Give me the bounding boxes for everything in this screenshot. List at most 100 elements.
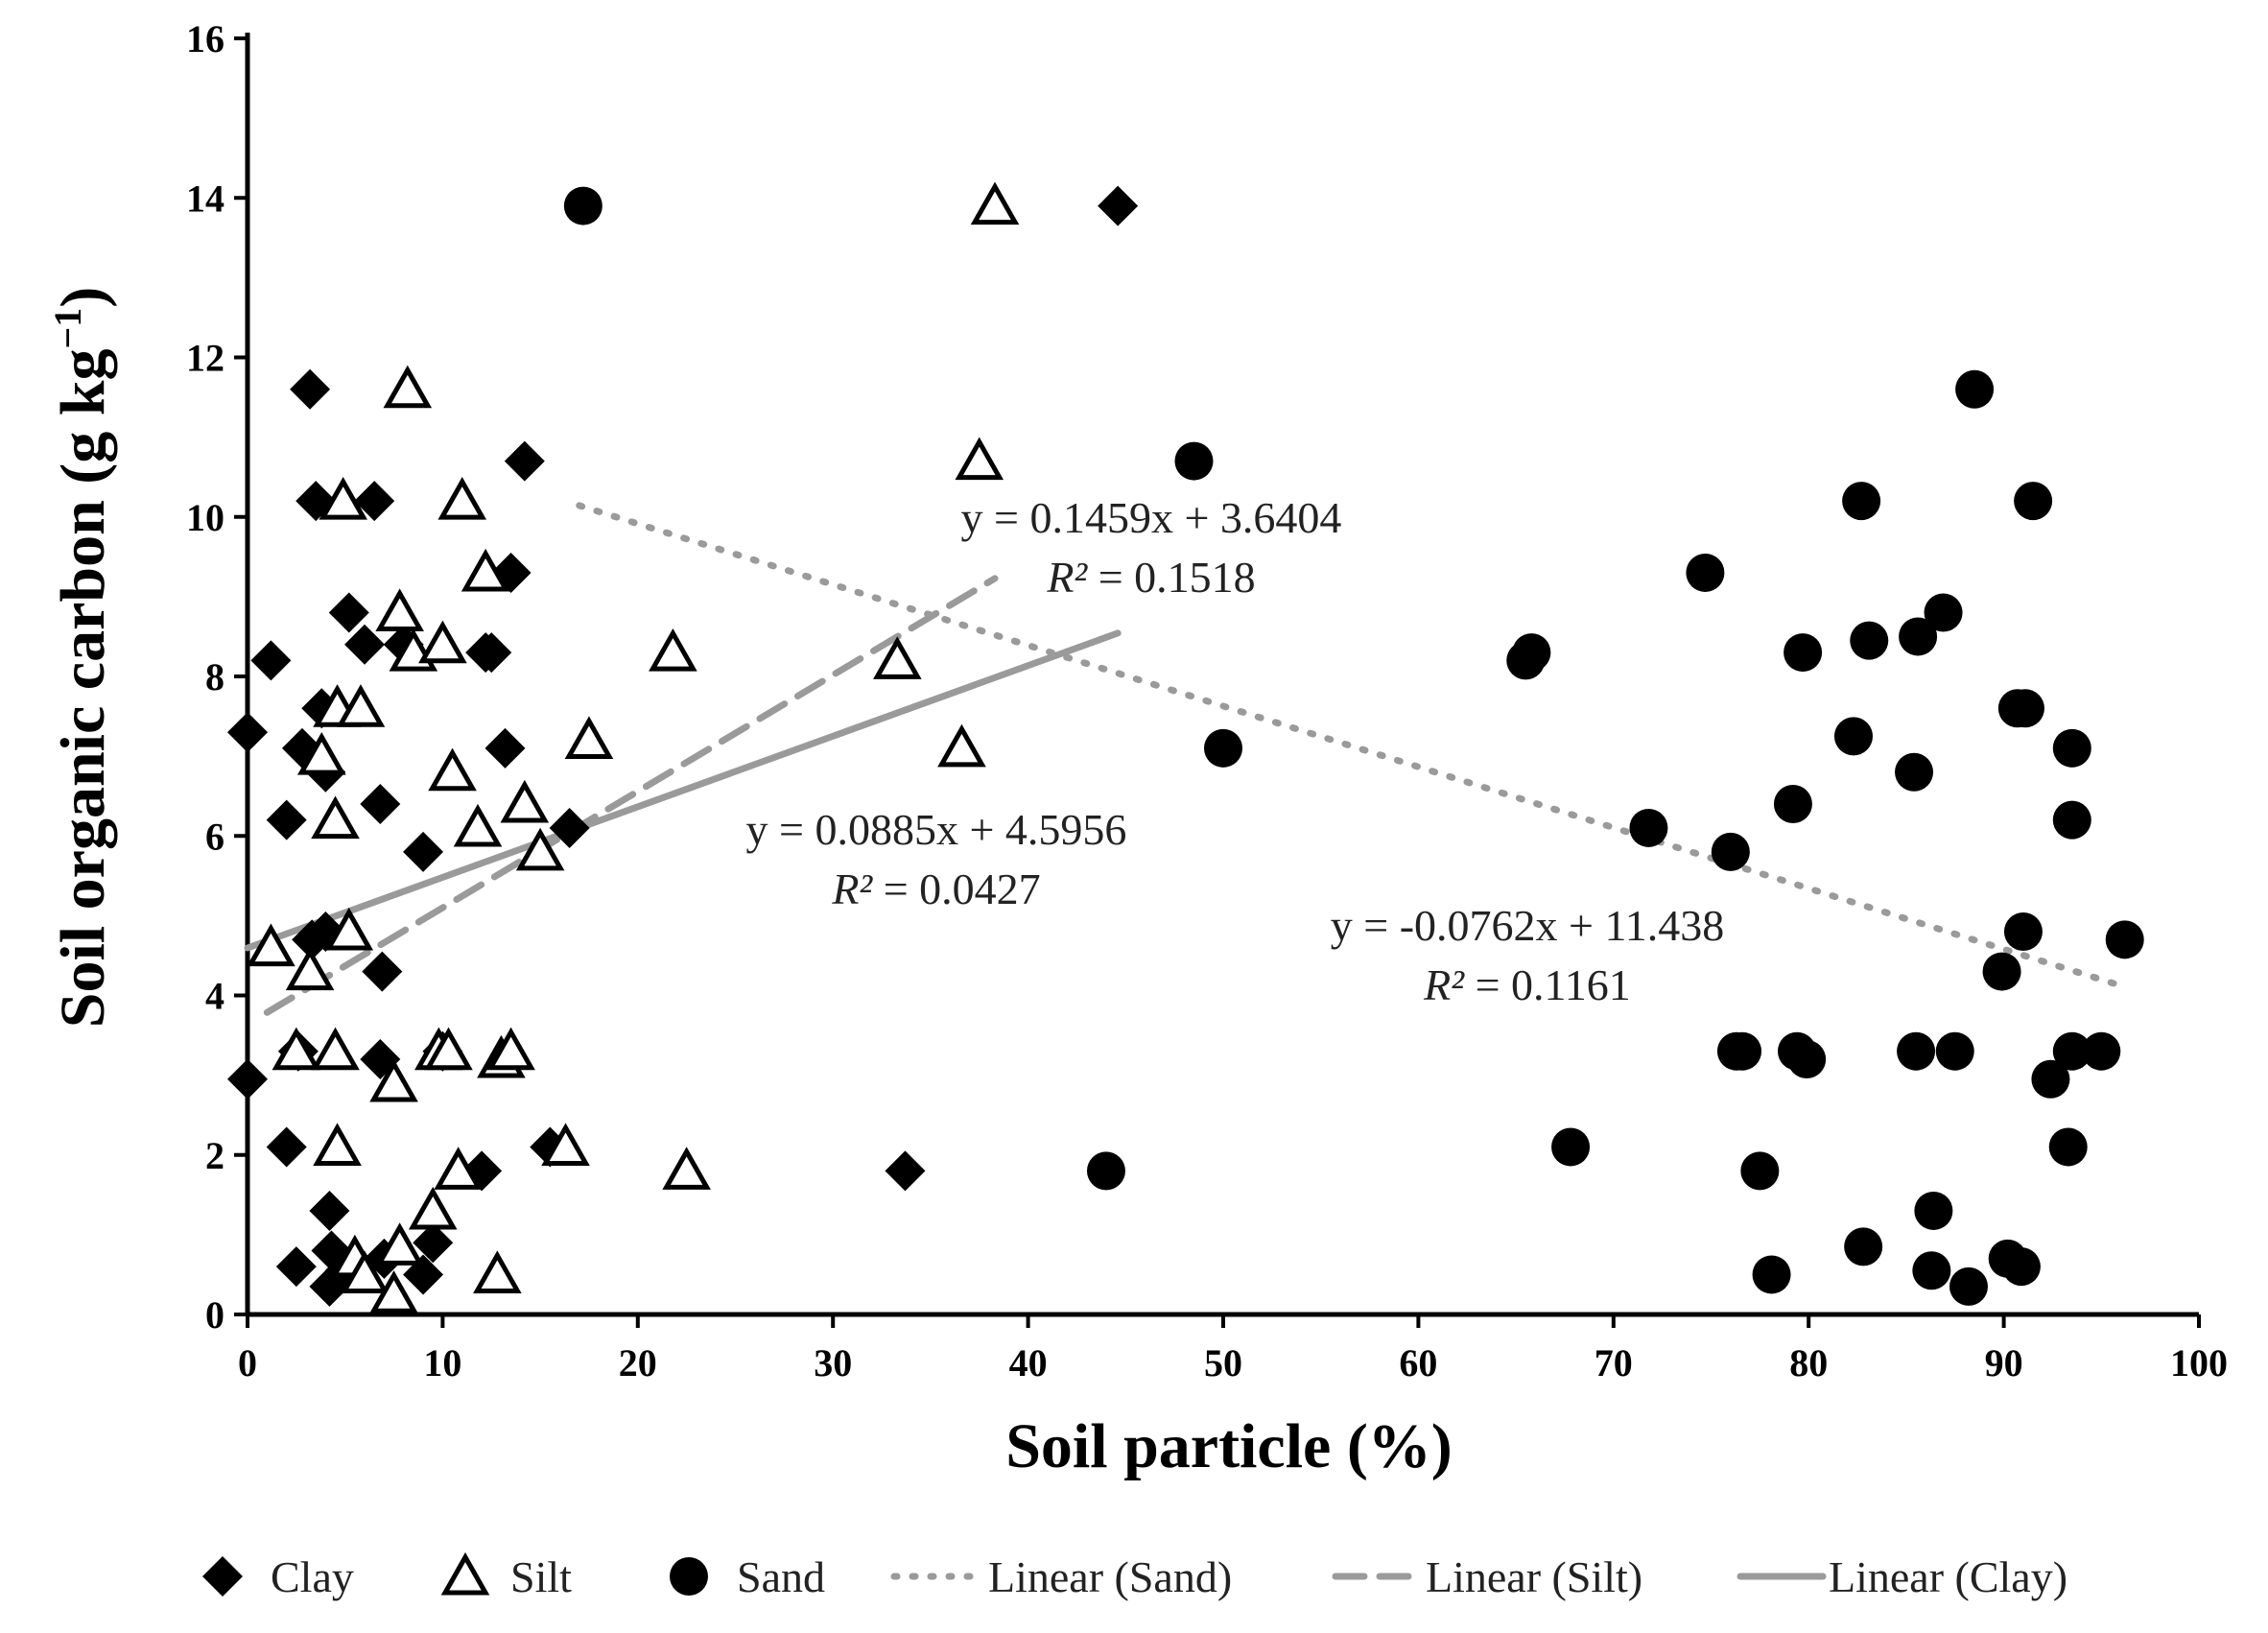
x-tick-label: 10 [423,1341,461,1384]
point-silt [369,1270,418,1314]
x-tick-label: 70 [1595,1341,1633,1384]
point-sand [1723,1031,1762,1071]
point-sand [1912,1251,1951,1290]
y-tick-label: 14 [186,177,224,220]
y-tick-label: 10 [186,496,224,539]
point-sand [2052,1031,2091,1071]
legend-marker-silt [440,1551,490,1596]
point-silt [662,1147,711,1190]
point-clay [290,368,331,410]
point-sand [2014,482,2053,521]
r-squared-symbol: R² [1046,553,1088,602]
x-tick-label: 30 [814,1341,852,1384]
point-silt [564,716,614,759]
point-clay [227,1058,268,1100]
point-silt [473,1250,522,1293]
point-silt [461,548,510,592]
legend-label-sand: Sand [737,1552,825,1601]
y-axis-title: Soil organic carbon (g kg−1) [46,287,118,1028]
point-sand [1512,633,1551,673]
point-clay [413,1222,454,1264]
point-silt [408,1186,458,1230]
point-clay [309,1190,350,1231]
point-silt [311,795,360,840]
point-sand [2082,1031,2121,1071]
point-sand [1551,1127,1591,1167]
point-clay [403,831,444,872]
x-tick-label: 0 [238,1341,257,1384]
y-tick-label: 0 [205,1293,224,1337]
y-tick-label: 8 [205,655,224,698]
point-sand [563,186,602,225]
point-sand [1752,1255,1791,1294]
x-tick-label: 50 [1204,1341,1242,1384]
point-silt [434,1147,483,1190]
point-silt [649,627,697,672]
point-clay [362,951,403,992]
legend-label-linear-sand: Linear (Sand) [988,1552,1232,1601]
trendlines [244,502,2125,1016]
point-sand [1842,482,1881,521]
point-sand [1784,633,1823,673]
point-clay [1098,185,1139,226]
point-sand [1935,1031,1974,1071]
point-sand [1787,1040,1827,1078]
point-sand [1850,621,1889,660]
legend-label-linear-clay: Linear (Clay) [1829,1552,2067,1601]
point-clay [885,1150,926,1192]
point-silt [313,1123,362,1166]
point-sand [1899,617,1938,656]
point-silt [428,747,477,792]
point-clay [227,712,268,753]
point-clay [549,807,590,848]
point-silt [375,1222,424,1266]
r-squared-symbol: R² [831,864,873,913]
point-silt [437,477,487,520]
point-sand [1174,441,1214,481]
point-sand [1897,1031,1936,1071]
point-silt [486,1027,535,1071]
r-squared-value: = 0.0427 [872,864,1040,913]
trendline-linear-clay [244,629,1122,952]
point-clay [504,440,545,482]
r-squared-symbol: R² [1423,960,1465,1009]
point-sand [2048,1127,2088,1167]
r-squared-value: = 0.1518 [1087,553,1255,602]
legend-label-clay: Clay [271,1552,354,1601]
point-sand [2005,689,2044,728]
point-silt [424,1027,473,1071]
legend-label-linear-silt: Linear (Silt) [1426,1552,1642,1601]
r-squared-linear-clay: R² = 0.0427 [831,864,1040,913]
point-sand [1924,593,1963,632]
point-silt [873,636,922,679]
point-clay [354,481,395,522]
point-silt [324,907,374,951]
point-clay [275,1246,317,1288]
y-axis-title-sup: −1 [46,308,89,349]
legend-marker-clay [202,1556,243,1597]
y-tick-label: 6 [205,815,224,858]
x-tick-label: 40 [1009,1341,1048,1384]
point-silt [340,1250,390,1293]
point-silt [272,1027,321,1071]
point-silt [336,684,386,727]
point-silt [515,827,565,871]
point-sand [2031,1059,2070,1099]
point-silt [319,477,367,520]
point-sand [1711,832,1750,871]
y-tick-label: 2 [205,1134,224,1177]
point-sand [1086,1151,1125,1191]
axes: 0 2 4 6 8 10 12 14 16 0 10 20 30 40 50 60 70 80 90 100 [186,17,2228,1384]
x-tick-label: 100 [2170,1341,2228,1384]
y-axis-title-close: ) [48,287,118,308]
point-silt [311,1027,360,1071]
point-sand [1844,1227,1883,1266]
point-silt [970,181,1020,225]
point-sand [2105,920,2144,959]
point-silt [296,732,346,775]
r-squared-value: = 0.1161 [1464,960,1631,1009]
r-squared-linear-sand: R² = 0.1161 [1423,960,1631,1009]
point-silt [955,437,1004,481]
point-sand [2052,800,2091,840]
